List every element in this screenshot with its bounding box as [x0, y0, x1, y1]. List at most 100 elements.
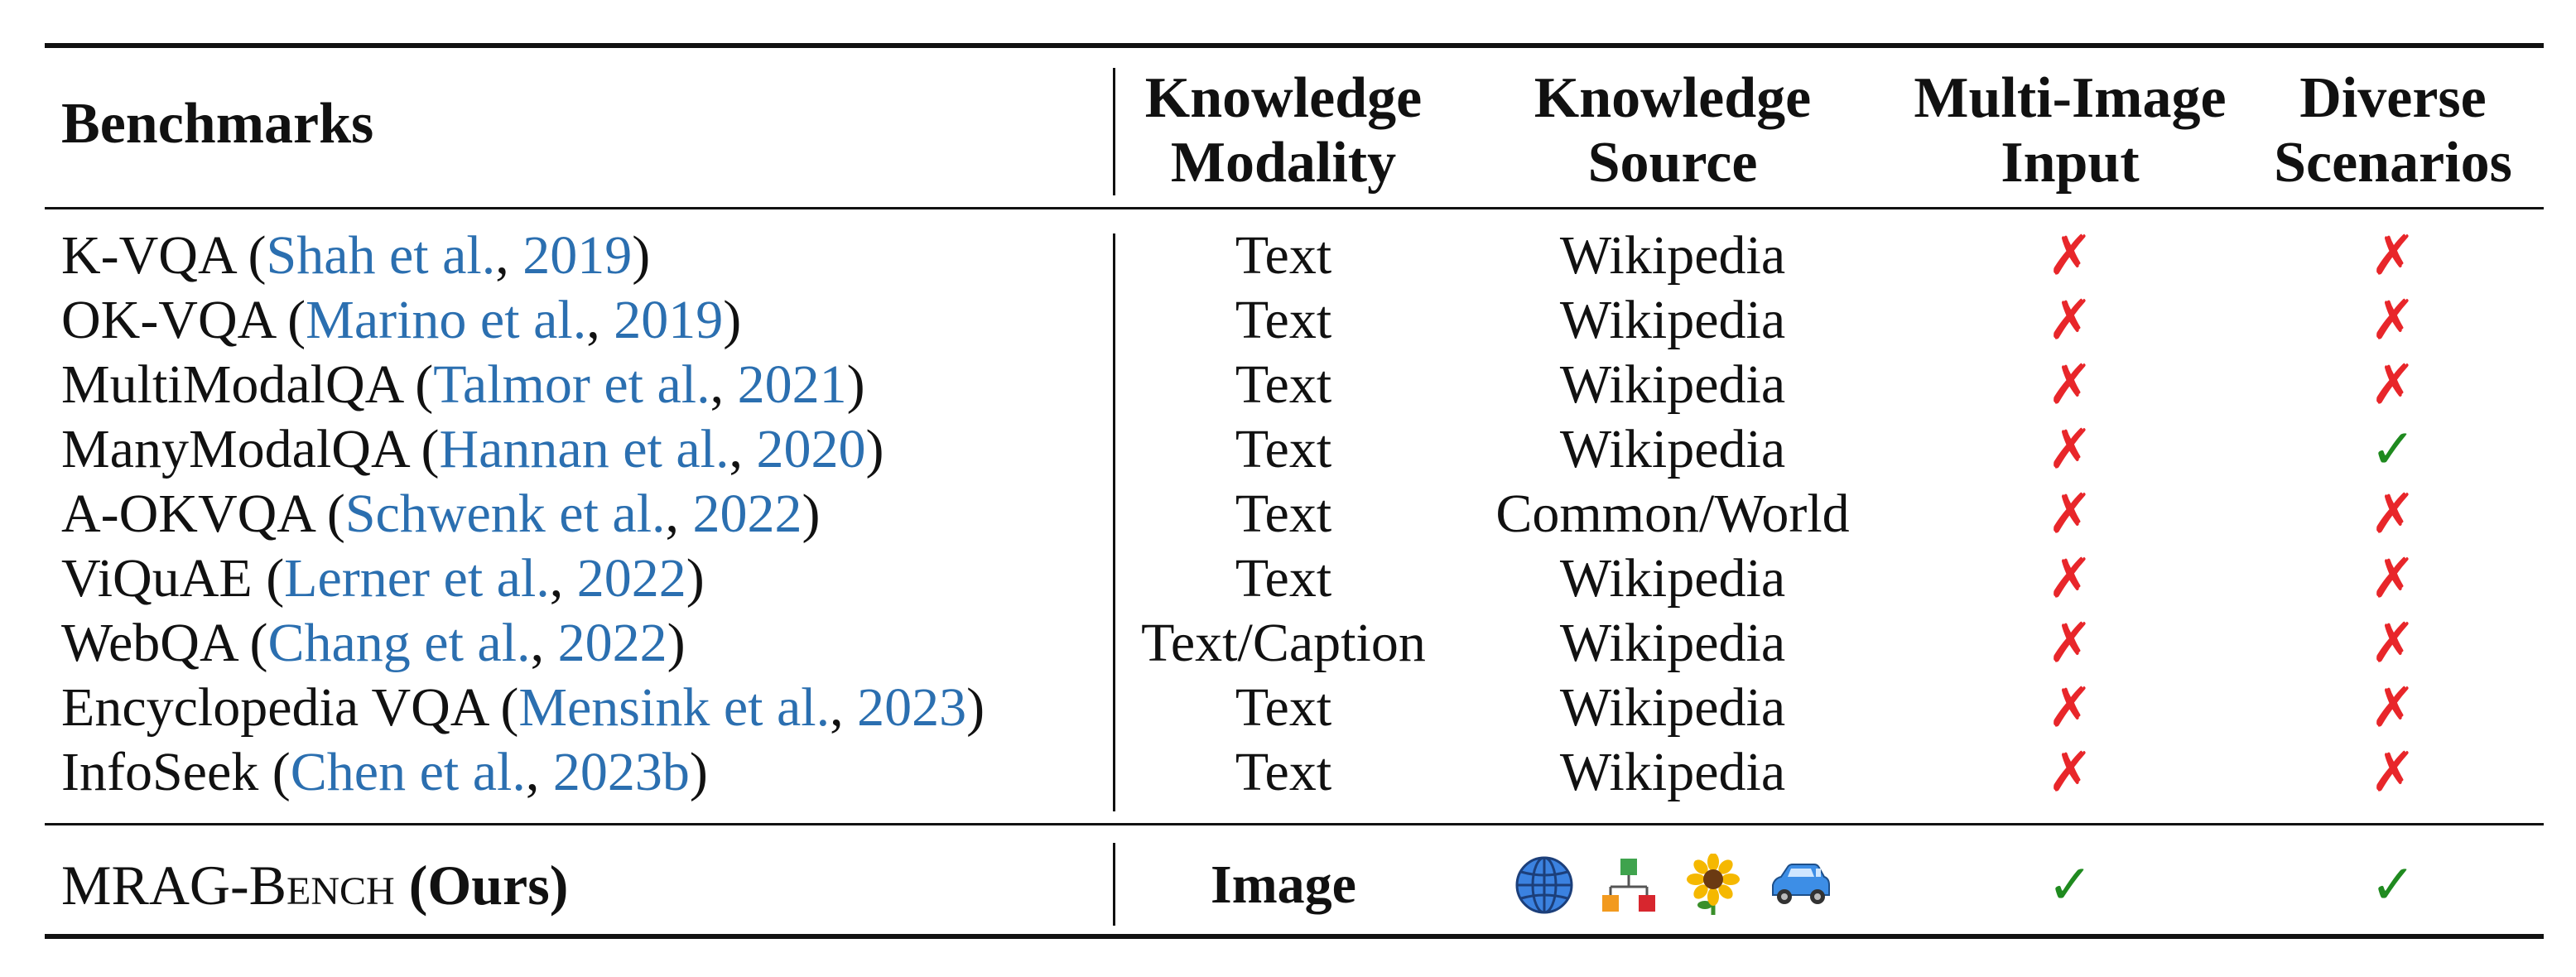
- benchmark-name: MultiModalQA: [61, 354, 402, 415]
- citation-open: (: [258, 742, 291, 802]
- table-row: A-OKVQA (Schwenk et al., 2022) Text Common…: [0, 482, 2576, 546]
- header-benchmarks: Benchmarks: [61, 92, 374, 156]
- benchmark-name: A-OKVQA: [61, 484, 314, 544]
- citation-year-link[interactable]: 2023b: [552, 742, 690, 802]
- table-row: InfoSeek (Chen et al., 2023b) Text Wikiped…: [0, 740, 2576, 805]
- knowledge-modality-cell: Text: [1235, 419, 1332, 479]
- citation-separator: ,: [665, 484, 693, 544]
- benchmark-name: InfoSeek: [61, 742, 259, 802]
- ours-source-icons: [1457, 853, 1888, 917]
- diverse-cross-icon: ✗: [2370, 676, 2416, 739]
- citation-year-link[interactable]: 2022: [692, 484, 802, 544]
- citation-author-link[interactable]: Schwenk et al.: [344, 484, 666, 544]
- knowledge-source-cell: Wikipedia: [1559, 354, 1786, 415]
- header-diverse-line1: Diverse: [2299, 66, 2487, 130]
- citation-close: ): [966, 677, 985, 738]
- knowledge-source-cell: Wikipedia: [1559, 613, 1786, 673]
- header-column-divider: [1113, 68, 1115, 195]
- header-multi-image-input: Multi-Image Input: [1904, 65, 2236, 197]
- diverse-cross-icon: ✗: [2370, 740, 2416, 804]
- citation-author-link[interactable]: Shah et al.: [266, 225, 496, 286]
- citation-author-link[interactable]: Hannan et al.: [439, 419, 729, 479]
- multi-image-cross-icon: ✗: [2047, 546, 2093, 610]
- knowledge-source-cell: Wikipedia: [1559, 548, 1786, 609]
- knowledge-modality-cell: Text: [1235, 225, 1332, 286]
- benchmark-cell: MultiModalQA (Talmor et al., 2021): [61, 353, 865, 417]
- globe-icon: [1515, 856, 1573, 914]
- multi-image-cross-icon: ✗: [2047, 224, 2093, 287]
- citation-year-link[interactable]: 2020: [756, 419, 866, 479]
- benchmark-name: OK-VQA: [61, 290, 274, 350]
- citation-year-link[interactable]: 2022: [557, 613, 667, 673]
- header-diverse-line2: Scenarios: [2274, 131, 2512, 195]
- citation-separator: ,: [525, 742, 553, 802]
- ours-modality: Image: [1211, 854, 1356, 915]
- diverse-cross-icon: ✗: [2370, 546, 2416, 610]
- citation-separator: ,: [586, 290, 614, 350]
- diverse-cross-icon: ✗: [2370, 482, 2416, 546]
- citation-year-link[interactable]: 2022: [576, 548, 686, 609]
- ours-benchmark-cell: MRAG-Bench (Ours): [61, 853, 568, 917]
- multi-image-cross-icon: ✗: [2047, 417, 2093, 481]
- citation-separator: ,: [495, 225, 523, 286]
- header-knowledge-modality-line2: Modality: [1170, 131, 1397, 195]
- ours-suffix: (Ours): [394, 854, 569, 917]
- knowledge-modality-cell: Text: [1235, 484, 1332, 544]
- hierarchy-icon: [1602, 859, 1655, 912]
- citation-year-link[interactable]: 2021: [737, 354, 847, 415]
- table-top-rule: [45, 43, 2544, 48]
- header-knowledge-modality: Knowledge Modality: [1126, 65, 1441, 197]
- citation-author-link[interactable]: Chen et al.: [290, 742, 526, 802]
- header-knowledge-source-line2: Source: [1587, 131, 1758, 195]
- citation-separator: ,: [549, 548, 577, 609]
- citation-open: (: [486, 677, 519, 738]
- citation-close: ): [686, 548, 705, 609]
- citation-year-link[interactable]: 2019: [522, 225, 633, 286]
- benchmark-cell: A-OKVQA (Schwenk et al., 2022): [61, 482, 821, 546]
- multi-image-cross-icon: ✗: [2047, 676, 2093, 739]
- multi-image-cross-icon: ✗: [2047, 740, 2093, 804]
- citation-year-link[interactable]: 2023: [857, 677, 967, 738]
- table-row: ViQuAE (Lerner et al., 2022) Text Wikipedi…: [0, 546, 2576, 611]
- multi-image-cross-icon: ✗: [2047, 288, 2093, 352]
- knowledge-modality-cell: Text: [1235, 548, 1332, 609]
- knowledge-source-cell: Wikipedia: [1559, 742, 1786, 802]
- citation-close: ): [689, 742, 708, 802]
- knowledge-modality-cell: Text/Caption: [1141, 613, 1426, 673]
- ours-benchmark-name: MRAG-Bench: [61, 854, 395, 917]
- header-knowledge-source: Knowledge Source: [1457, 65, 1888, 197]
- citation-open: (: [273, 290, 306, 350]
- knowledge-modality-cell: Text: [1235, 742, 1332, 802]
- citation-open: (: [234, 225, 267, 286]
- table-row: K-VQA (Shah et al., 2019) Text Wikipedia ✗ ✗: [0, 224, 2576, 288]
- multi-image-cross-icon: ✗: [2047, 611, 2093, 675]
- table-row: Encyclopedia VQA (Mensink et al., 2023) T…: [0, 676, 2576, 740]
- diverse-check-icon: ✓: [2370, 417, 2416, 481]
- benchmark-cell: ManyModalQA (Hannan et al., 2020): [61, 417, 884, 482]
- benchmark-cell: Encyclopedia VQA (Mensink et al., 2023): [61, 676, 985, 740]
- citation-separator: ,: [530, 613, 558, 673]
- citation-open: (: [236, 613, 268, 673]
- benchmark-name: K-VQA: [61, 225, 234, 286]
- benchmark-cell: WebQA (Chang et al., 2022): [61, 611, 686, 676]
- diverse-cross-icon: ✗: [2370, 224, 2416, 287]
- benchmark-cell: InfoSeek (Chen et al., 2023b): [61, 740, 708, 805]
- citation-author-link[interactable]: Mensink et al.: [518, 677, 831, 738]
- knowledge-source-cell: Wikipedia: [1559, 677, 1786, 738]
- header-multi-image-line2: Input: [2001, 131, 2140, 195]
- citation-year-link[interactable]: 2019: [614, 290, 724, 350]
- knowledge-source-cell: Wikipedia: [1559, 225, 1786, 286]
- ours-multi-image-check: ✓: [2047, 853, 2093, 917]
- citation-author-link[interactable]: Talmor et al.: [433, 354, 710, 415]
- knowledge-modality-cell: Text: [1235, 354, 1332, 415]
- header-diverse-scenarios: Diverse Scenarios: [2236, 65, 2550, 197]
- citation-author-link[interactable]: Chang et al.: [267, 613, 531, 673]
- benchmark-name: ManyModalQA: [61, 419, 407, 479]
- citation-author-link[interactable]: Marino et al.: [306, 290, 587, 350]
- car-icon: [1772, 864, 1830, 904]
- citation-close: ): [846, 354, 865, 415]
- diverse-cross-icon: ✗: [2370, 288, 2416, 352]
- knowledge-modality-cell: Text: [1235, 290, 1332, 350]
- table-row: WebQA (Chang et al., 2022) Text/Caption Wi…: [0, 611, 2576, 676]
- citation-author-link[interactable]: Lerner et al.: [284, 548, 550, 609]
